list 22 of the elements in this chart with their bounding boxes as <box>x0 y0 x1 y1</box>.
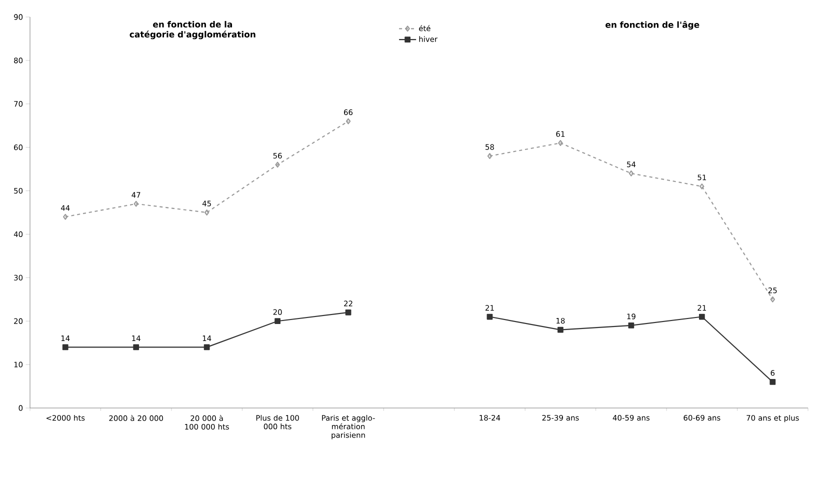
point <box>274 318 280 324</box>
point <box>486 314 493 320</box>
point <box>346 118 351 124</box>
point <box>628 170 634 176</box>
point <box>558 326 564 333</box>
point <box>770 296 775 302</box>
point <box>700 183 704 190</box>
point <box>134 200 138 207</box>
point <box>62 344 68 350</box>
point <box>204 344 210 350</box>
point <box>345 309 352 316</box>
point <box>770 378 776 385</box>
point <box>558 140 563 146</box>
point <box>133 344 140 350</box>
point <box>63 214 68 220</box>
point <box>204 210 210 216</box>
point <box>628 322 634 328</box>
annotation: en fonction de l'âge <box>606 21 700 30</box>
point <box>275 162 280 168</box>
point <box>487 153 492 159</box>
point <box>698 314 705 320</box>
annotation: en fonction de la catégorie d'agglomération <box>130 20 256 40</box>
